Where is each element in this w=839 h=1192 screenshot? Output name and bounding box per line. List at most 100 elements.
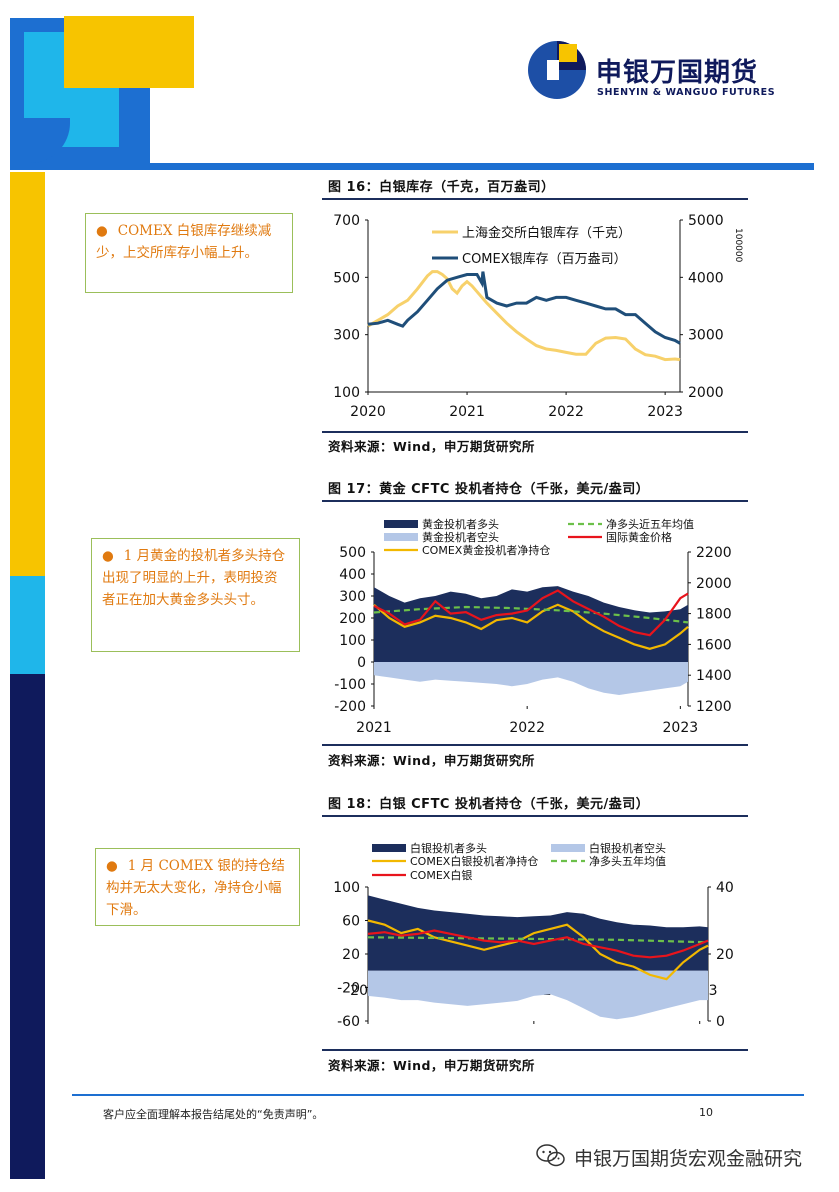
figure-16-callout-text: COMEX 白银库存继续减少，上交所库存小幅上升。 <box>96 223 272 261</box>
page-number: 10 <box>699 1106 713 1119</box>
x-tick-label: 2023 <box>663 720 699 736</box>
legend-label: 黄金投机者空头 <box>422 530 499 544</box>
figure-18-bottom-rule <box>322 1049 748 1051</box>
footer-watermark: 申银万国期货宏观金融研究 <box>574 1148 803 1170</box>
y-right-cutoff-label: 100000 <box>733 228 743 263</box>
y-tick-label-left: 100 <box>339 633 366 649</box>
footer-rule <box>72 1094 804 1096</box>
y-tick-label-left: 700 <box>333 213 360 229</box>
x-tick-label: 2021 <box>356 720 392 736</box>
bullet-icon: ● <box>102 548 114 564</box>
y-tick-label-right: 1200 <box>696 699 732 715</box>
figure-18-source: 资料来源：Wind，申万期货研究所 <box>328 1058 535 1073</box>
series-line-2 <box>373 603 689 650</box>
y-tick-label-left: 60 <box>342 914 360 930</box>
y-tick-label-left: -100 <box>334 677 366 693</box>
figure-16-bottom-rule <box>322 431 748 433</box>
y-tick-label-left: -20 <box>337 981 360 997</box>
stripe-navy <box>10 674 45 1179</box>
legend-label: 上海金交所白银库存（千克） <box>462 225 631 241</box>
figure-16-source: 资料来源：Wind，申万期货研究所 <box>328 439 535 454</box>
y-tick-label-right: 2000 <box>688 385 724 401</box>
y-tick-label-left: 100 <box>333 880 360 896</box>
chart-gold-cftc: -200 -100 0 100 200 300 400 500 1200 1400 1600 1800… <box>334 517 732 736</box>
y-tick-label-right: 0 <box>716 1014 725 1030</box>
figure-18-callout: ● 1 月 COMEX 银的持仓结构并无太大变化，净持仓小幅下滑。 <box>95 848 300 926</box>
legend-swatch <box>372 844 406 852</box>
chart-silver-cftc: -60-20206010002040202120222023白银投机者多头白银投… <box>333 841 734 1030</box>
decor-yellow-block <box>64 16 194 88</box>
figure-18-title: 图 18：白银 CFTC 投机者持仓（千张，美元/盎司） <box>328 797 650 812</box>
y-tick-label-right: 2000 <box>696 576 732 592</box>
bullet-icon: ● <box>96 223 108 239</box>
legend-label: COMEX白银 <box>410 868 472 882</box>
series-line-1 <box>367 271 681 345</box>
figure-17-callout: ● 1 月黄金的投机者多头持仓出现了明显的上升，表明投资者正在加大黄金多头头寸。 <box>91 538 300 652</box>
legend-label: 白银投机者空头 <box>589 841 666 855</box>
logo-mark-icon <box>528 41 586 99</box>
y-tick-label-left: 0 <box>357 655 366 671</box>
x-tick-label: 2023 <box>647 404 683 420</box>
figure-17-top-rule <box>322 500 748 502</box>
figure-17-source: 资料来源：Wind，申万期货研究所 <box>328 753 535 768</box>
bullet-icon: ● <box>106 858 118 874</box>
series-area-1 <box>374 662 688 695</box>
y-tick-label-left: 20 <box>342 947 360 963</box>
legend-label: COMEX银库存（百万盎司） <box>462 251 627 267</box>
legend-label: 白银投机者多头 <box>410 841 487 855</box>
y-tick-label-left: 500 <box>339 545 366 561</box>
y-tick-label-right: 4000 <box>688 270 724 286</box>
wechat-icon <box>536 1143 566 1169</box>
figure-17-bottom-rule <box>322 744 748 746</box>
series-area-0 <box>374 586 688 662</box>
legend-swatch <box>384 520 418 528</box>
y-tick-label-left: 500 <box>333 270 360 286</box>
brand-name-cn: 申银万国期货 <box>596 58 759 88</box>
series-line-4 <box>373 589 689 637</box>
y-tick-label-right: 2200 <box>696 545 732 561</box>
y-tick-label-left: 100 <box>333 385 360 401</box>
figure-18-top-rule <box>322 815 748 817</box>
legend-label: 黄金投机者多头 <box>422 517 499 531</box>
x-tick-label: 2020 <box>350 404 386 420</box>
series-line-0 <box>367 270 681 362</box>
figure-17-title: 图 17：黄金 CFTC 投机者持仓（千张，美元/盎司） <box>328 482 650 497</box>
figure-16-callout: ● COMEX 白银库存继续减少，上交所库存小幅上升。 <box>85 213 293 293</box>
series-area-1 <box>368 970 708 1020</box>
y-tick-label-right: 1600 <box>696 637 732 653</box>
legend-swatch <box>551 844 585 852</box>
legend-label: COMEX黄金投机者净持仓 <box>422 543 550 557</box>
figure-16-title: 图 16：白银库存（千克，百万盎司） <box>328 180 555 195</box>
y-tick-label-left: 300 <box>339 589 366 605</box>
y-tick-label-right: 40 <box>716 880 734 896</box>
series-line-4 <box>367 929 709 959</box>
y-tick-label-right: 20 <box>716 947 734 963</box>
legend-label: 净多头近五年均值 <box>606 517 694 531</box>
brand-name-en: SHENYIN & WANGUO FUTURES <box>597 87 776 98</box>
y-tick-label-left: 200 <box>339 611 366 627</box>
y-tick-label-left: -60 <box>337 1014 360 1030</box>
figure-18-callout-text: 1 月 COMEX 银的持仓结构并无太大变化，净持仓小幅下滑。 <box>106 858 285 918</box>
y-tick-label-left: 400 <box>339 567 366 583</box>
y-tick-label-right: 5000 <box>688 213 724 229</box>
y-tick-label-left: -200 <box>334 699 366 715</box>
header-rule <box>10 163 814 170</box>
x-tick-label: 2022 <box>548 404 584 420</box>
brand-logo <box>527 40 587 100</box>
figure-17-callout-text: 1 月黄金的投机者多头持仓出现了明显的上升，表明投资者正在加大黄金多头头寸。 <box>102 548 286 608</box>
figure-16-top-rule <box>322 198 748 200</box>
footer-disclaimer: 客户应全面理解本报告结尾处的“免责声明”。 <box>103 1108 324 1121</box>
legend-label: 净多头五年均值 <box>589 854 666 868</box>
y-tick-label-right: 1400 <box>696 668 732 684</box>
y-tick-label-right: 1800 <box>696 607 732 623</box>
y-tick-label-right: 3000 <box>688 328 724 344</box>
x-tick-label: 2021 <box>449 404 485 420</box>
legend-label: 国际黄金价格 <box>606 530 672 544</box>
chart-silver-inventory: 100 300 500 700 2000 3000 4000 5000 100000 2020 20… <box>333 213 743 420</box>
stripe-cyan <box>10 576 45 674</box>
y-tick-label-left: 300 <box>333 328 360 344</box>
x-tick-label: 2022 <box>509 720 545 736</box>
legend-swatch <box>384 533 418 541</box>
series-line-3 <box>367 936 709 944</box>
stripe-yellow <box>10 172 45 576</box>
